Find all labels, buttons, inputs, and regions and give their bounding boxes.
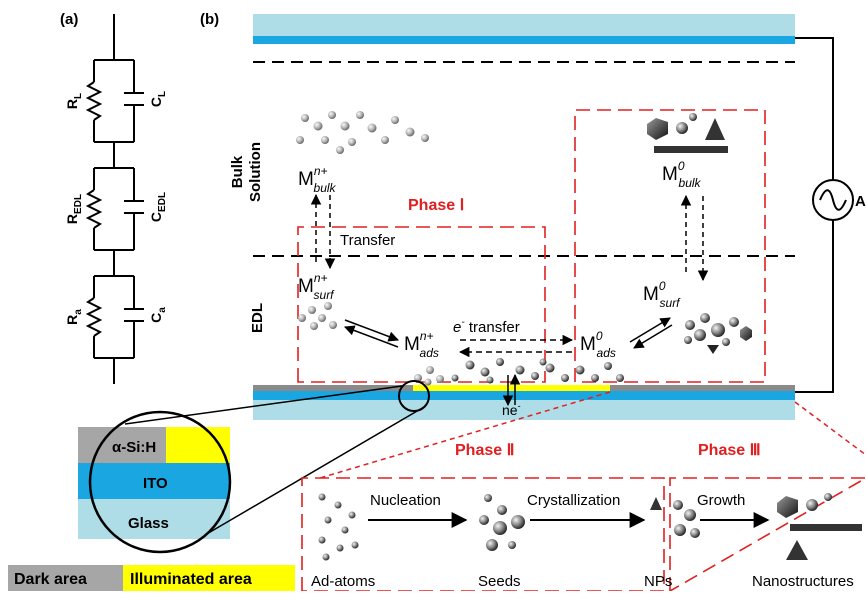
panel-b-label: (b) (200, 11, 219, 28)
legend-illuminated-label: Illuminated area (130, 571, 252, 588)
label-c-edl: CEDL (148, 192, 168, 222)
crystallization-label: Crystallization (527, 492, 620, 509)
seeds-group (479, 494, 525, 551)
nps-label: NPs (644, 573, 672, 590)
e-transfer-label: e- transfer (453, 317, 520, 336)
phase-1-box (297, 226, 546, 383)
transfer-label: Transfer (340, 232, 395, 249)
phase-1-label: Phase Ⅰ (408, 197, 464, 214)
nucleation-label: Nucleation (370, 492, 441, 509)
panel-a-label: (a) (60, 11, 78, 28)
m-bulk-ion: Mn+ bulk (298, 164, 337, 195)
legend-dark-swatch (8, 565, 123, 591)
top-ito-layer (253, 36, 795, 44)
layer-ito-label: ITO (143, 475, 168, 492)
ads-ion-cluster (414, 366, 444, 386)
magnifier-circle (88, 410, 232, 554)
legend-illuminated-swatch (123, 565, 295, 591)
m-ads-ion: Mn+ ads (404, 329, 439, 360)
phase-2-box (301, 477, 665, 592)
m-surf-atom: M0 surf (643, 279, 681, 310)
phase-3-region-box (574, 109, 766, 383)
ads-atom-cluster (451, 358, 624, 384)
nanostructures-group (777, 493, 862, 560)
layer-asi-label: α-Si:H (112, 439, 156, 456)
arrow-surf-to-ads (344, 319, 399, 342)
phase-3-box (669, 477, 866, 593)
label-r-edl: REDL (64, 194, 84, 224)
surf-atom-cluster (684, 313, 752, 354)
arrow-ads-to-surf (344, 325, 399, 348)
layer-stack (78, 427, 230, 539)
m-bulk-atom: M0 bulk (662, 159, 702, 190)
arrow-surf-atom-to-ads (633, 324, 673, 349)
edl-label: EDL (249, 303, 266, 333)
bulk-nanostructures (647, 113, 728, 153)
zoom-line-bottom (204, 406, 425, 536)
magnifier-target-circle (398, 380, 430, 412)
label-r-l: RL (64, 93, 84, 109)
ad-atoms-label: Ad-atoms (311, 573, 375, 590)
m-ads-atom: M0 ads (580, 329, 616, 360)
ac-circuit (795, 37, 854, 393)
substrate-ito-layer (253, 391, 795, 400)
legend-dark-label: Dark area (14, 571, 87, 588)
phase-3-label: Phase Ⅲ (698, 442, 761, 459)
bulk-solution-label: BulkSolution (229, 142, 264, 202)
seeds-label: Seeds (478, 573, 521, 590)
zoom-line-top (124, 385, 403, 425)
ad-atoms-group (318, 493, 359, 561)
illuminated-region (413, 385, 610, 391)
nps-group (650, 497, 700, 538)
label-c-a: Ca (148, 307, 168, 323)
growth-label: Growth (697, 492, 745, 509)
ac-label: AC (855, 193, 866, 210)
label-c-l: CL (148, 91, 168, 107)
substrate-glass-layer (253, 400, 795, 420)
surf-ion-cluster (298, 302, 337, 330)
m-surf-ion: Mn+ surf (298, 271, 335, 302)
zoom-line-red-right (794, 401, 866, 456)
nanostructures-label: Nanostructures (752, 573, 854, 590)
phase-2-label: Phase Ⅱ (455, 442, 514, 459)
arrow-ads-to-surf-atom (629, 317, 671, 343)
top-glass-layer (253, 14, 795, 36)
layer-glass-label: Glass (128, 515, 169, 532)
bulk-ion-cluster (296, 111, 429, 154)
zoom-line-red-left (319, 391, 611, 479)
label-r-a: Ra (64, 309, 84, 325)
equivalent-circuit (85, 14, 144, 384)
